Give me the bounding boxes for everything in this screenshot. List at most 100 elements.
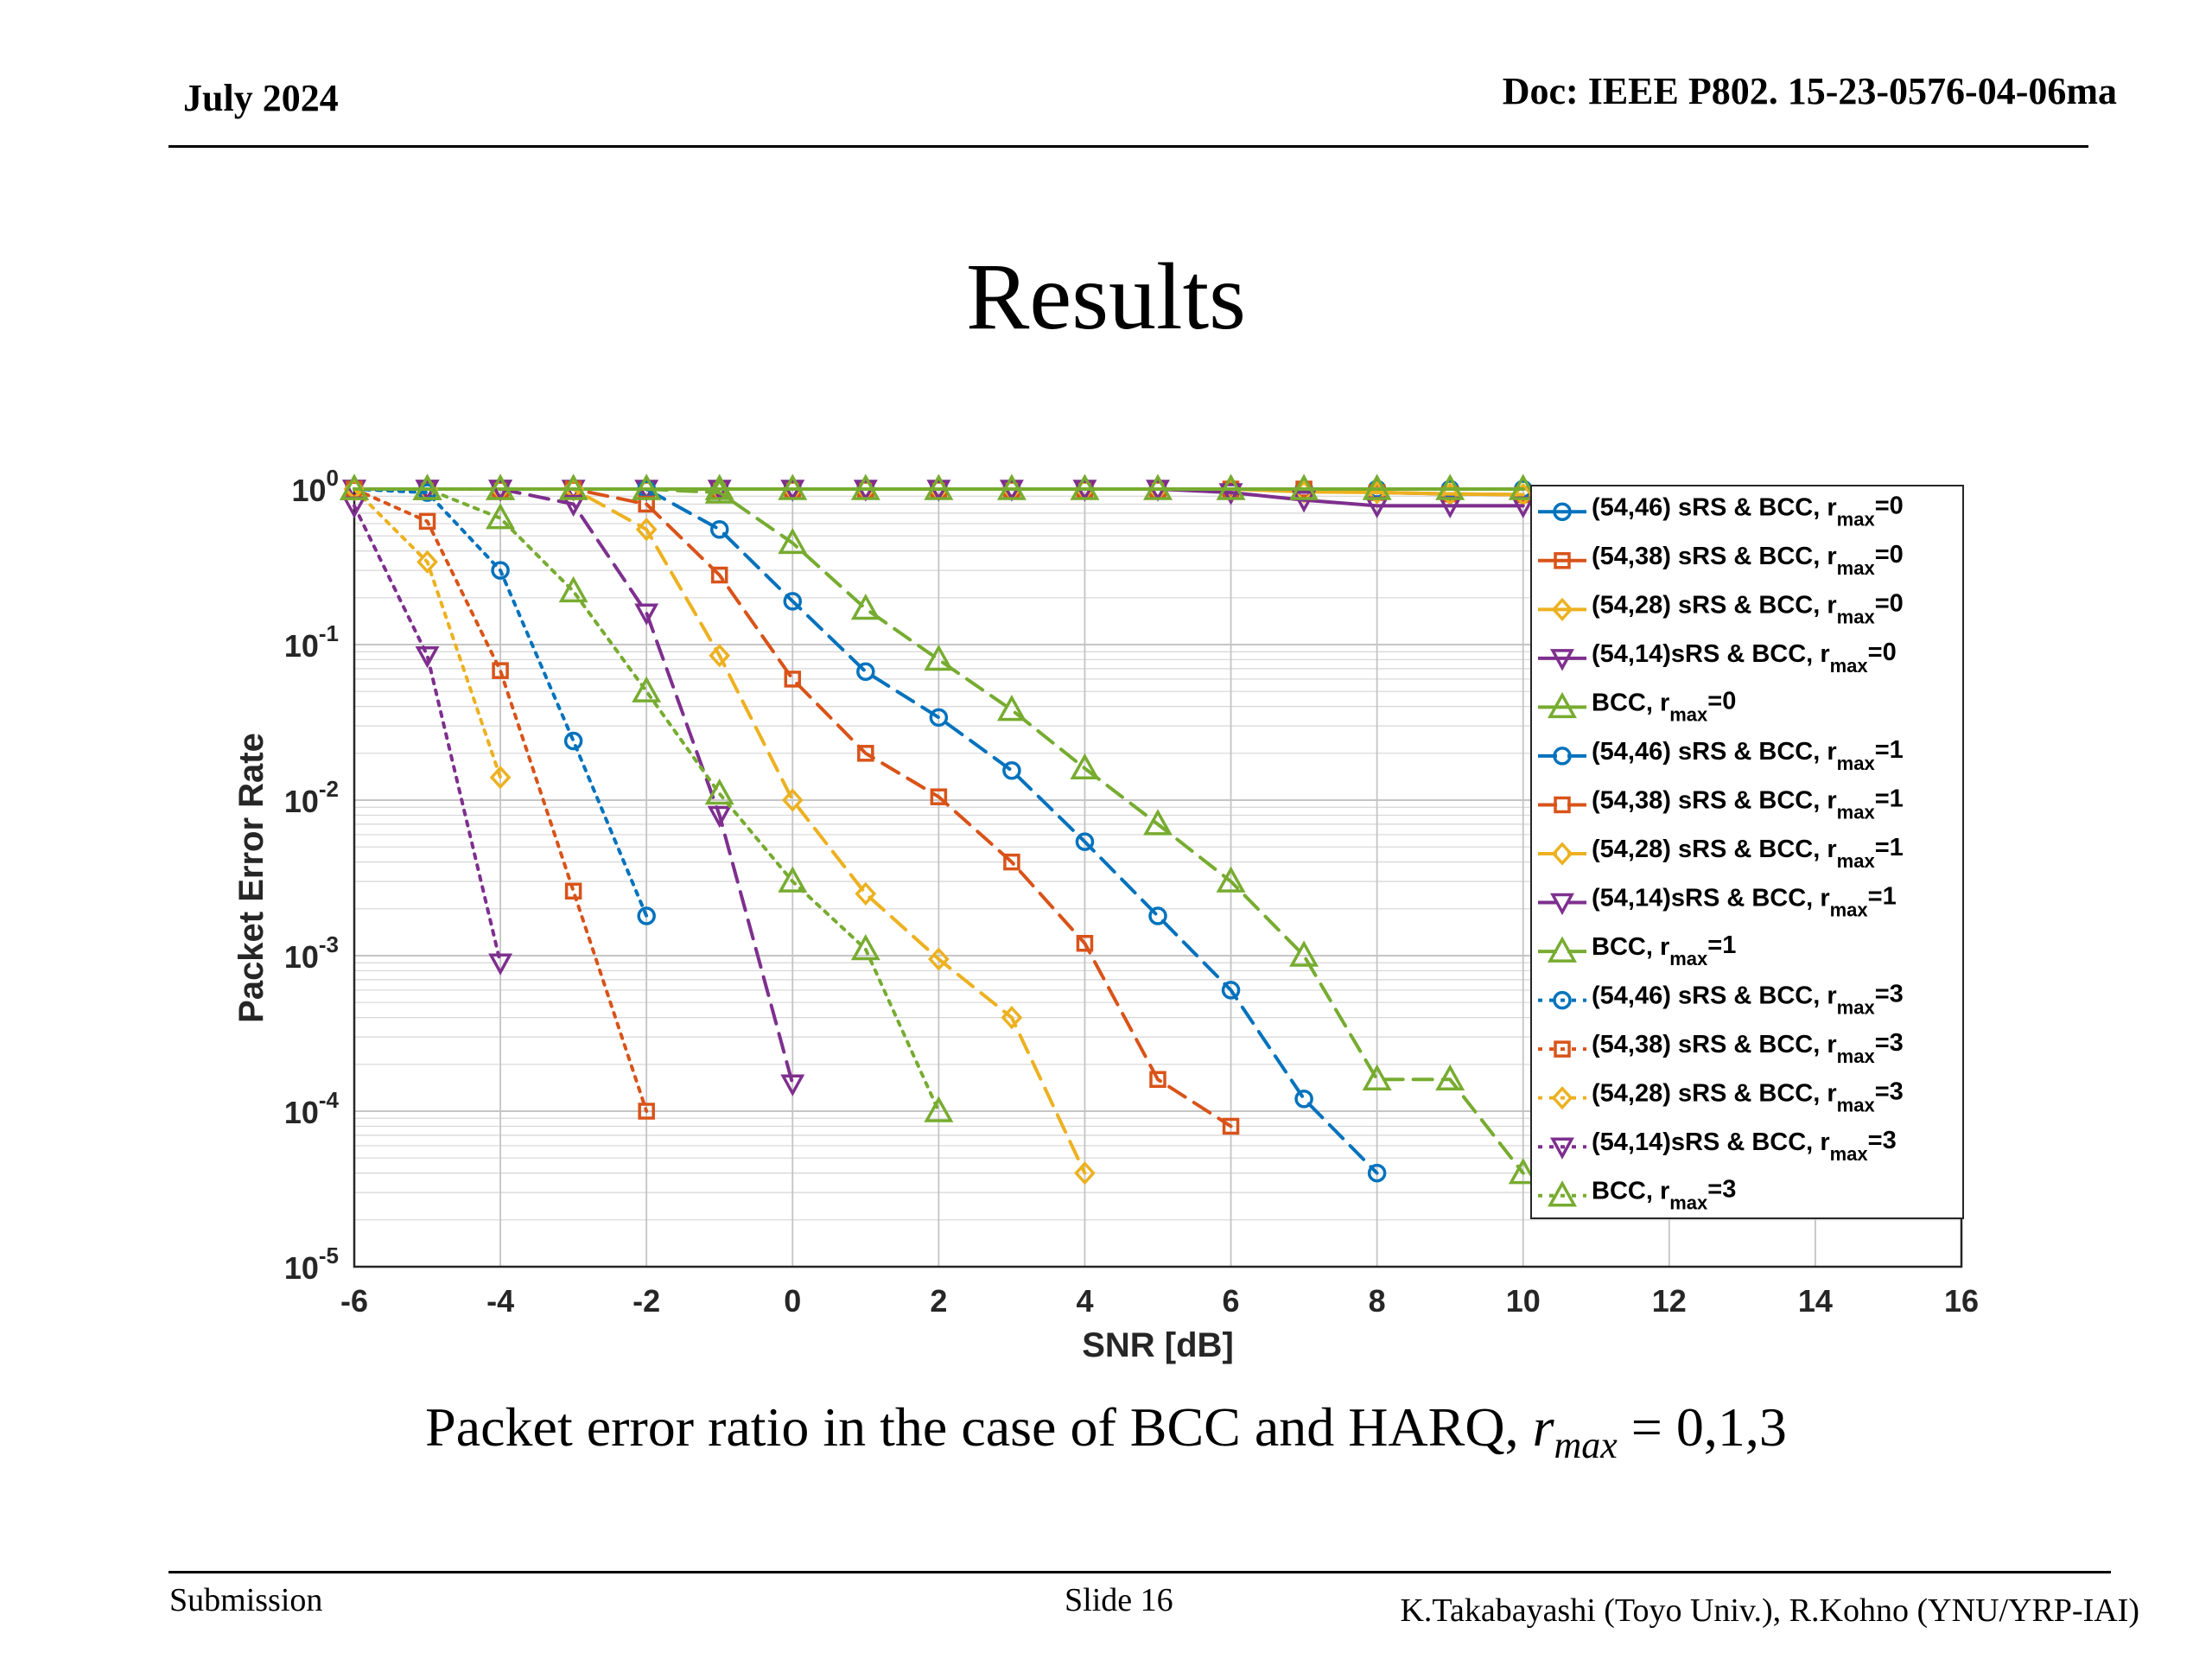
data-point [1439,482,1461,506]
series-line [353,487,941,1113]
x-tick-label: 2 [930,1283,947,1319]
data-point [563,731,583,751]
data-point [855,881,877,906]
data-point [486,503,516,530]
x-tick-label: -6 [340,1283,368,1319]
series-line [353,504,503,965]
data-point [416,550,438,574]
legend-entry: (54,46) sRS & BCC, rmax=0 [1592,492,1904,530]
series-line [353,487,503,779]
data-point [1002,760,1021,780]
legend-entry: BCC, rmax=3 [1592,1176,1736,1214]
data-point [780,1074,805,1096]
legend-entry: (54,14)sRS & BCC, rmax=3 [1592,1127,1897,1165]
data-point [1435,1064,1465,1091]
data-point [1070,753,1100,780]
series-line [353,487,1379,1175]
data-point [632,474,662,500]
tick-layer: -6 -4 -2 0 2 4 6 8 10 12 14 16 100 10-1 10-2 10-3 10-4 10… [284,465,1979,1319]
data-point [996,695,1027,721]
data-point [1216,474,1246,500]
x-tick-label: 8 [1369,1283,1386,1319]
legend-entry: (54,28) sRS & BCC, rmax=1 [1592,834,1904,872]
data-point [1216,866,1246,893]
data-point [1362,474,1392,500]
x-tick-label: 16 [1944,1283,1979,1319]
data-point [561,494,586,518]
x-tick-label: 6 [1223,1283,1240,1319]
figure-caption: Packet error ratio in the case of BCC an… [0,1395,2212,1467]
x-axis-label: SNR [dB] [1082,1326,1234,1364]
data-point [857,745,874,762]
x-tick-label: 12 [1652,1283,1687,1319]
data-point [412,474,442,500]
data-point [996,474,1027,500]
data-point [418,512,436,531]
data-point [1289,474,1319,500]
series-line [353,487,649,1113]
data-point [486,474,516,500]
data-point [924,1096,954,1122]
caption-text: Packet error ratio in the case of BCC an… [425,1396,1533,1458]
legend-entry: (54,14)sRS & BCC, rmax=1 [1592,883,1897,921]
data-point [638,1103,655,1120]
series-9 [340,474,1538,1185]
data-point [924,474,954,500]
footer-authors: K.Takabayashi (Toyo Univ.), R.Kohno (YNU… [1400,1592,2139,1629]
x-tick-label: -4 [486,1283,514,1319]
y-tick-label: 10-3 [284,931,339,975]
data-point [1294,1089,1313,1109]
legend-entry: BCC, rmax=1 [1592,931,1736,969]
legend-marker [1554,552,1571,569]
series-line [353,487,649,918]
legend-marker [1548,691,1577,719]
series-14 [340,474,954,1122]
header-rule [168,145,2088,148]
data-point [637,906,656,925]
legend-entry: (54,38) sRS & BCC, rmax=0 [1592,541,1904,579]
series-5 [345,480,1387,1183]
x-tick-label: 14 [1798,1283,1833,1319]
data-point [1292,490,1317,513]
legend-marker [1551,1086,1573,1110]
data-point [558,575,588,603]
data-point [1435,474,1465,500]
legend-marker [1550,649,1574,671]
data-point [564,882,582,900]
data-point [856,662,875,682]
legend-marker [1548,936,1577,963]
data-point [850,933,880,961]
series-line [353,487,1525,1175]
data-point [1148,906,1167,925]
legend-entry: (54,28) sRS & BCC, rmax=3 [1592,1078,1904,1116]
header-date: July 2024 [183,77,339,119]
data-point [1367,1163,1387,1183]
data-point [1221,981,1241,1000]
data-point [1508,1158,1538,1185]
data-point [1003,853,1020,871]
legend: (54,46) sRS & BCC, rmax=0 (54,38) sRS & B… [1530,485,1964,1219]
legend-entry: (54,14)sRS & BCC, rmax=0 [1592,639,1897,677]
data-point [1218,483,1243,505]
data-point [488,953,513,976]
y-axis-label: Packet Error Rate [232,733,270,1023]
data-point [927,947,950,971]
data-point [1075,832,1095,851]
data-point [704,477,734,504]
data-point [632,676,662,702]
data-point [850,474,880,500]
data-point [1001,1006,1023,1030]
legend-entry: (54,28) sRS & BCC, rmax=0 [1592,589,1904,627]
legend-entry: (54,38) sRS & BCC, rmax=1 [1592,785,1904,823]
data-point [778,527,808,555]
y-tick-label: 10-4 [284,1087,340,1130]
data-point [415,645,440,669]
data-point [1508,474,1538,500]
legend-entry: (54,38) sRS & BCC, rmax=3 [1592,1029,1904,1067]
legend-marker [1554,796,1571,814]
data-point [709,519,729,539]
legend-marker [1550,893,1574,916]
legend-marker [1550,1137,1574,1160]
slide-title: Results [966,244,1246,349]
series-layer [340,474,1538,1185]
